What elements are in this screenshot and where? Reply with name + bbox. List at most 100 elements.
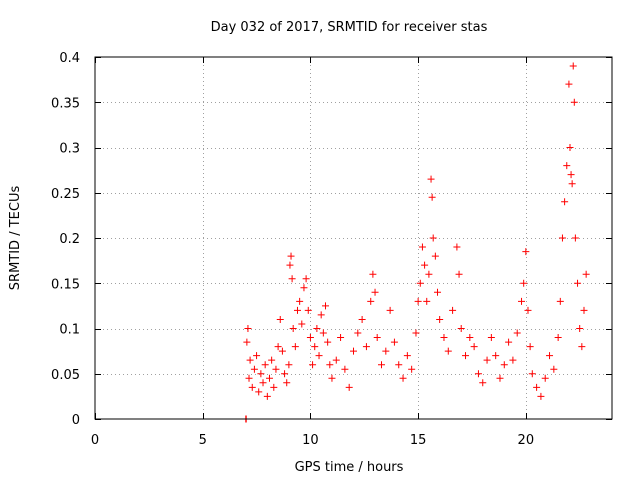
data-point [300, 284, 308, 292]
data-point [287, 252, 295, 260]
data-point [281, 370, 289, 378]
data-point [244, 325, 252, 332]
y-tick-label: 0 [72, 413, 80, 428]
data-point [436, 315, 444, 323]
data-point [291, 343, 299, 351]
y-tick-label: 0.25 [51, 187, 80, 202]
data-point [255, 388, 263, 396]
data-point [324, 338, 332, 346]
data-point [505, 338, 513, 346]
y-axis-label: SRMTID / TECUs [8, 186, 23, 291]
data-point [253, 352, 261, 360]
data-point [574, 279, 582, 287]
data-point [371, 288, 379, 296]
data-point [479, 379, 487, 387]
y-tick-label: 0.35 [51, 96, 80, 111]
data-point [440, 334, 448, 342]
data-point [326, 361, 334, 369]
data-point [257, 370, 265, 378]
data-point [296, 297, 304, 305]
y-tick-label: 0.05 [51, 368, 80, 383]
data-point [434, 288, 442, 296]
data-point [369, 270, 377, 278]
data-point [288, 275, 296, 283]
data-point [421, 261, 429, 269]
data-point [578, 343, 586, 351]
data-point [444, 347, 452, 355]
data-point [414, 297, 422, 305]
data-point [243, 338, 251, 346]
y-tick-label: 0.1 [59, 323, 80, 338]
data-point [259, 379, 267, 387]
y-tick-label: 0.4 [59, 51, 80, 66]
data-point [427, 175, 435, 183]
data-point [431, 252, 439, 260]
data-point [466, 334, 474, 342]
data-point [286, 261, 294, 269]
data-point [313, 325, 321, 332]
data-point [317, 311, 325, 319]
data-point [449, 306, 457, 314]
data-point [321, 302, 329, 310]
data-point [416, 279, 424, 287]
data-point [470, 343, 478, 351]
data-point [474, 370, 482, 378]
data-point [576, 325, 584, 332]
data-point [524, 306, 532, 314]
chart-title: Day 032 of 2017, SRMTID for receiver sta… [211, 20, 488, 35]
data-point [261, 361, 269, 369]
data-point [265, 374, 273, 382]
y-tick-label: 0.15 [51, 277, 80, 292]
data-point [378, 361, 386, 369]
x-tick-label: 20 [518, 433, 535, 448]
data-point [328, 374, 336, 382]
data-point [332, 356, 340, 364]
x-tick-label: 10 [302, 433, 319, 448]
data-point [382, 347, 390, 355]
data-point [487, 334, 495, 342]
data-point [246, 356, 254, 364]
y-tick-label: 0.3 [59, 142, 80, 157]
data-point [425, 270, 433, 278]
data-point [403, 352, 411, 360]
data-point [399, 374, 407, 382]
data-point [565, 80, 573, 88]
data-point [580, 306, 588, 314]
x-tick-label: 5 [199, 433, 207, 448]
data-point [537, 392, 545, 400]
data-point [522, 248, 530, 256]
data-point [520, 279, 528, 287]
data-point [395, 361, 403, 369]
data-point [418, 243, 426, 251]
data-point [341, 365, 349, 373]
data-point [533, 383, 541, 391]
data-point [309, 361, 317, 369]
data-point [270, 383, 278, 391]
data-point [315, 352, 323, 360]
data-point [429, 234, 437, 242]
data-point [408, 365, 416, 373]
y-tick-label: 0.2 [59, 232, 80, 247]
axis-layer: 0 5 10 15 20 0 0.05 0.1 0.15 0.2 0.25 0.3 0.35 0.4 [51, 51, 612, 448]
data-point [541, 374, 549, 382]
data-point [350, 347, 357, 355]
data-point [276, 315, 284, 323]
data-point [278, 347, 286, 355]
data-point [250, 365, 258, 373]
data-point [358, 315, 366, 323]
x-tick-label: 0 [91, 433, 99, 448]
data-point [248, 383, 256, 391]
data-point [306, 334, 314, 342]
data-point [289, 325, 297, 332]
data-point [285, 361, 293, 369]
data-point [386, 306, 394, 314]
data-point [568, 180, 576, 188]
data-point [412, 329, 420, 337]
data-point [558, 234, 566, 242]
x-axis-label: GPS time / hours [295, 460, 404, 475]
data-point [518, 297, 526, 305]
data-point [582, 270, 590, 278]
grid-layer [95, 57, 612, 419]
data-point [274, 343, 282, 351]
data-point [390, 338, 398, 346]
